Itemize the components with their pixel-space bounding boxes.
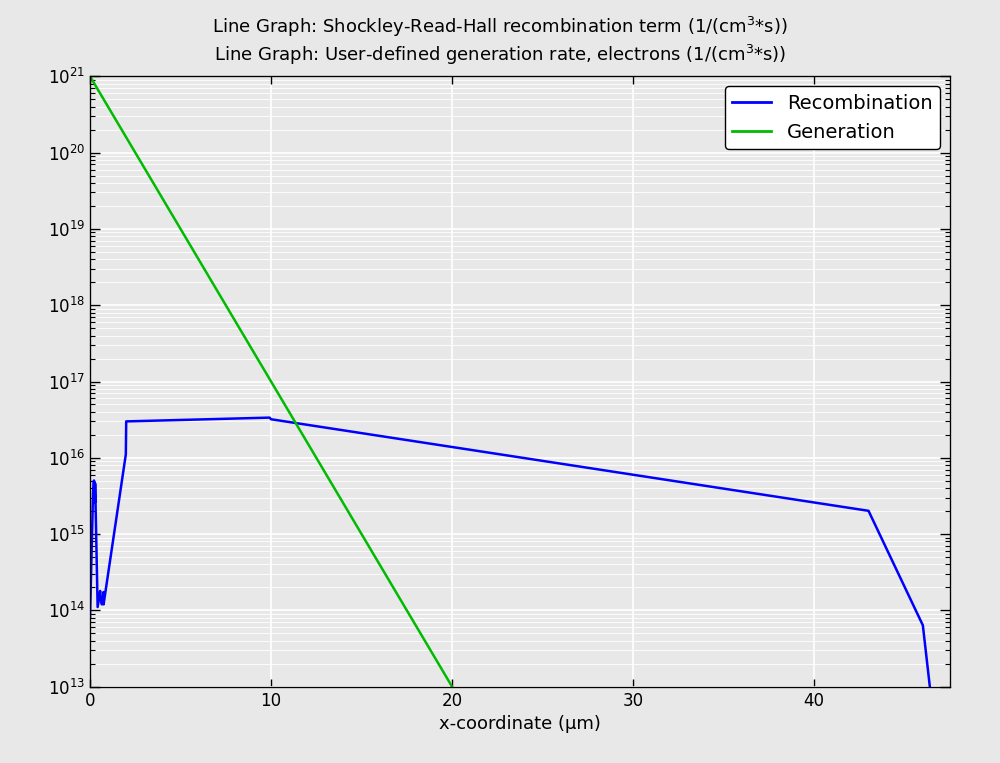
Generation (446, 682, 458, 691)
Recombination (84, 613, 96, 623)
Text: Line Graph: Shockley-Read-Hall recombination term (1/(cm$^3$*s))
Line Graph: Use: Line Graph: Shockley-Read-Hall recombina… (212, 15, 788, 67)
Generation (280, 402, 292, 411)
Recombination (264, 413, 276, 422)
Generation (381, 572, 393, 581)
X-axis label: x-coordinate (μm): x-coordinate (μm) (439, 715, 601, 733)
Generation (84, 72, 96, 81)
Generation (300, 435, 312, 444)
Generation (258, 365, 270, 375)
Recombination (94, 589, 106, 598)
Recombination (230, 414, 242, 423)
Generation (256, 362, 268, 371)
Line: Recombination: Recombination (90, 417, 945, 763)
Recombination (607, 467, 619, 476)
Recombination (98, 594, 110, 604)
Recombination (116, 478, 128, 488)
Generation (437, 668, 449, 677)
Line: Generation: Generation (90, 76, 452, 687)
Legend: Recombination, Generation: Recombination, Generation (725, 86, 940, 150)
